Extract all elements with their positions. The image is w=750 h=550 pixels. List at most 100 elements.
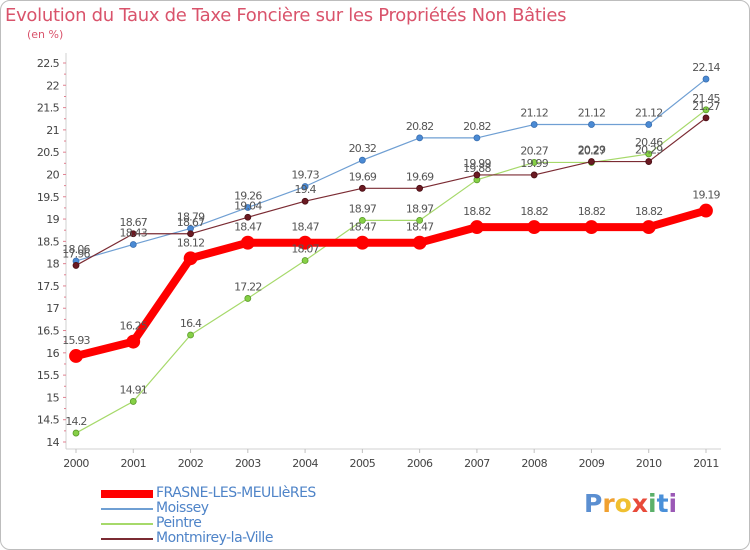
data-point-peintre [301, 257, 309, 264]
series-line-montmirey-la-ville [75, 117, 707, 267]
x-tick-label: 2010 [636, 457, 662, 470]
data-point-peintre [187, 331, 194, 339]
data-label-peintre: 20.27 [520, 144, 548, 157]
data-label-frasne-les-meuli-res: 18.82 [463, 205, 491, 218]
y-tick-label: 18 [46, 258, 59, 271]
data-label-moissey: 20.82 [406, 120, 434, 133]
data-label-moissey: 18.79 [177, 210, 205, 223]
data-point-peintre [244, 295, 252, 302]
legend-label-montmirey: Montmirey-la-Ville [156, 530, 273, 546]
data-point-frasne-les-meuli-res [641, 220, 656, 234]
x-tick-label: 2008 [521, 457, 547, 470]
y-tick-label: 17.5 [37, 280, 60, 293]
data-label-moissey: 21.12 [635, 107, 663, 120]
data-label-montmirey-la-ville: 20.29 [578, 144, 606, 157]
data-point-frasne-les-meuli-res [126, 334, 141, 349]
data-point-montmirey-la-ville [702, 114, 710, 122]
data-point-frasne-les-meuli-res [412, 235, 427, 250]
data-point-peintre [645, 150, 653, 158]
y-tick-label: 16.5 [37, 325, 60, 338]
data-point-moissey [530, 121, 538, 128]
data-label-moissey: 20.82 [463, 120, 491, 133]
y-tick-label: 20.5 [37, 146, 60, 159]
data-point-montmirey-la-ville [358, 184, 366, 192]
data-point-frasne-les-meuli-res [584, 220, 599, 234]
legend-swatch-peintre [101, 523, 153, 525]
data-point-frasne-les-meuli-res [470, 220, 484, 234]
data-label-frasne-les-meuli-res: 18.12 [177, 236, 205, 249]
x-tick-label: 2011 [693, 457, 719, 470]
data-point-peintre [72, 429, 80, 437]
y-tick-label: 21.5 [37, 102, 60, 115]
data-label-peintre: 14.91 [120, 383, 148, 396]
y-tick-label: 19 [46, 213, 59, 226]
data-point-montmirey-la-ville [187, 230, 194, 238]
data-point-moissey [588, 121, 595, 128]
data-label-frasne-les-meuli-res: 18.82 [578, 205, 606, 218]
data-point-montmirey-la-ville [129, 230, 137, 238]
data-label-moissey: 19.26 [234, 189, 262, 202]
data-point-peintre [530, 159, 538, 166]
data-label-peintre: 18.07 [291, 243, 319, 256]
data-label-moissey: 19.73 [291, 169, 319, 182]
data-point-peintre [416, 216, 424, 224]
data-point-moissey [645, 121, 653, 128]
data-point-montmirey-la-ville [416, 184, 424, 192]
logo-letter: o [614, 489, 632, 518]
y-tick-label: 16 [46, 347, 59, 360]
logo-letter: x [631, 489, 648, 518]
data-label-montmirey-la-ville: 18.67 [177, 216, 205, 229]
y-tick-label: 14.5 [37, 414, 60, 427]
data-labels: 18.06 18.43 18.79 19.26 19.73 20.32 20.82 20.82… [62, 61, 721, 428]
logo-letter: r [602, 489, 615, 518]
data-label-frasne-les-meuli-res: 18.47 [406, 221, 434, 234]
legend-swatch-montmirey [101, 538, 153, 540]
data-label-peintre: 21.45 [692, 92, 720, 105]
data-label-moissey: 21.12 [578, 107, 606, 120]
series-layer [69, 75, 713, 437]
legend-swatch-frasne [101, 490, 153, 498]
legend-label-moissey: Moissey [156, 500, 209, 516]
data-label-montmirey-la-ville: 19.99 [463, 157, 491, 170]
y-tick-label: 14 [46, 436, 59, 449]
series-line-moissey [75, 78, 707, 262]
data-point-moissey [301, 183, 309, 190]
y-tick-label: 18.5 [37, 235, 60, 248]
data-label-moissey: 22.14 [692, 61, 720, 74]
data-point-frasne-les-meuli-res [240, 235, 255, 250]
data-label-moissey: 20.32 [349, 142, 377, 155]
logo-letter: i [668, 489, 678, 518]
y-tick-label: 19.5 [37, 191, 60, 204]
data-point-moissey [129, 241, 137, 248]
data-label-moissey: 18.43 [120, 226, 148, 239]
data-point-montmirey-la-ville [301, 197, 309, 205]
data-label-moissey: 21.12 [520, 107, 548, 120]
data-label-frasne-les-meuli-res: 18.47 [234, 221, 262, 234]
logo-letter: i [648, 489, 657, 518]
data-label-peintre: 14.2 [65, 415, 86, 428]
x-tick-label: 2007 [464, 457, 490, 470]
data-point-montmirey-la-ville [72, 262, 80, 269]
data-point-peintre [358, 216, 366, 224]
data-label-moissey: 18.06 [62, 243, 90, 256]
x-tick-label: 2009 [579, 457, 605, 470]
data-label-frasne-les-meuli-res: 18.47 [349, 221, 377, 234]
data-label-montmirey-la-ville: 18.67 [120, 216, 148, 229]
legend-label-peintre: Peintre [156, 515, 202, 531]
y-tick-label: 22.5 [37, 57, 60, 70]
y-tick-label: 21 [46, 124, 59, 137]
x-tick-label: 2004 [292, 457, 318, 470]
data-label-montmirey-la-ville: 19.69 [406, 170, 434, 183]
data-label-peintre: 18.97 [349, 202, 377, 215]
data-point-frasne-les-meuli-res [355, 235, 370, 250]
x-tick-label: 2005 [350, 457, 376, 470]
data-label-montmirey-la-ville: 20.29 [635, 144, 663, 157]
data-label-montmirey-la-ville: 19.69 [349, 170, 377, 183]
data-label-peintre: 16.4 [180, 317, 202, 330]
x-tick-label: 2003 [235, 457, 261, 470]
data-point-moissey [358, 156, 366, 164]
data-label-montmirey-la-ville: 21.27 [692, 100, 720, 113]
y-tick-label: 20 [46, 168, 59, 181]
data-label-peintre: 18.97 [406, 202, 434, 215]
